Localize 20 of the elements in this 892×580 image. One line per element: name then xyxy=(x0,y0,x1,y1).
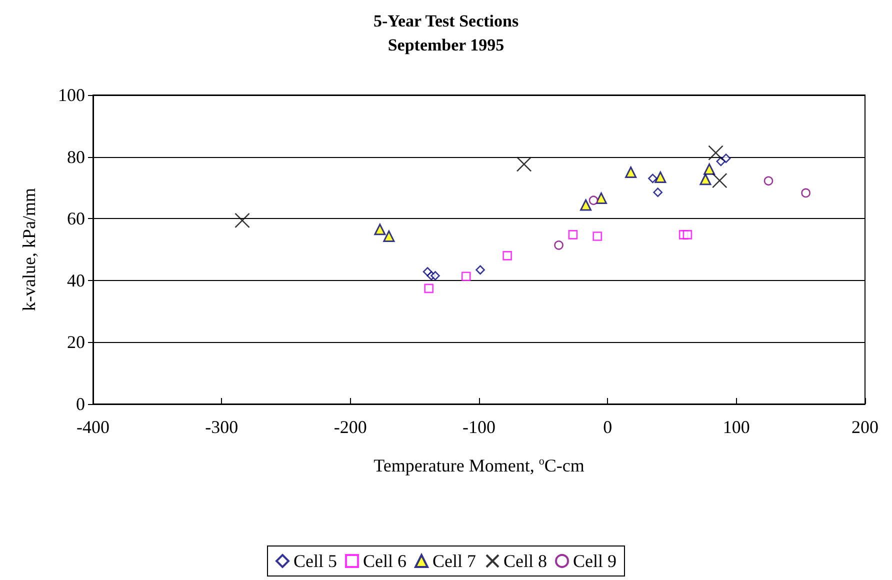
legend-label: Cell 5 xyxy=(294,551,338,571)
x-tick-label: -200 xyxy=(334,417,367,437)
y-tick-label: 60 xyxy=(67,208,85,229)
chart-title: 5-Year Test Sections September 1995 xyxy=(373,12,519,54)
y-tick-label: 80 xyxy=(67,146,85,167)
y-tick-label: 20 xyxy=(67,332,85,352)
legend-label: Cell 8 xyxy=(504,551,547,571)
y-axis-title: k-value, kPa/mm xyxy=(19,188,39,311)
x-tick-label: -300 xyxy=(205,417,238,437)
x-tick-label: -400 xyxy=(76,417,110,437)
y-tick-label: 0 xyxy=(76,394,85,414)
x-tick-label: 100 xyxy=(722,417,750,437)
legend-label: Cell 7 xyxy=(432,551,476,571)
legend-label: Cell 9 xyxy=(572,551,616,571)
x-tick-label: -100 xyxy=(462,417,496,437)
x-tick-label: 0 xyxy=(603,417,612,437)
y-tick-label: 100 xyxy=(58,85,85,105)
legend-label: Cell 6 xyxy=(363,551,407,571)
x-tick-label: 200 xyxy=(852,417,878,437)
y-tick-label: 40 xyxy=(67,270,85,290)
